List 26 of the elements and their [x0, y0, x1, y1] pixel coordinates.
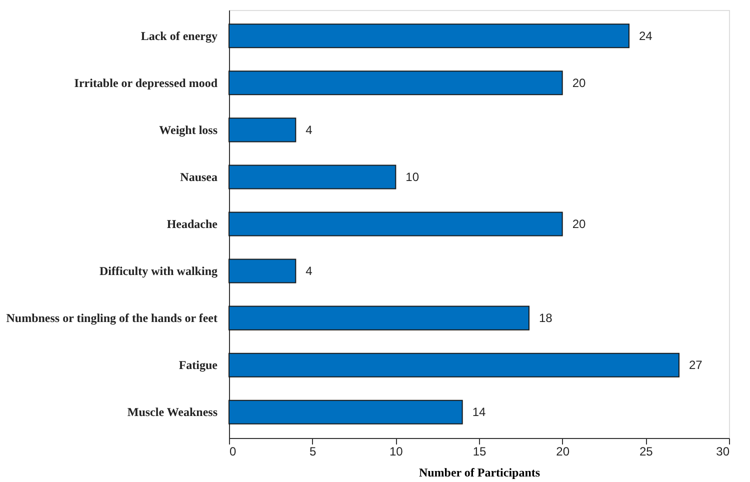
y-tick-label: Nausea	[180, 170, 218, 184]
y-tick-label: Numbness or tingling of the hands or feet	[6, 311, 218, 326]
x-tick-label: 20	[556, 444, 570, 458]
x-tick-label: 0	[230, 444, 236, 458]
data-label: 27	[689, 358, 703, 372]
x-tick-label: 25	[639, 444, 654, 458]
data-label: 14	[472, 405, 486, 420]
data-label: 10	[406, 170, 420, 184]
x-tick-label: 10	[389, 444, 404, 458]
y-tick-label: Fatigue	[178, 358, 218, 372]
data-label: 20	[572, 217, 586, 231]
y-tick-label: Difficulty with walking	[99, 264, 218, 278]
x-tick-label: 30	[716, 444, 730, 458]
y-tick-label: Muscle Weakness	[127, 405, 218, 420]
data-label: 24	[639, 28, 653, 43]
y-tick-label: Irritable or depressed mood	[74, 76, 218, 90]
x-tick-label: 15	[472, 444, 486, 458]
data-label: 4	[306, 264, 313, 278]
data-label: 18	[539, 311, 553, 326]
y-tick-label: Headache	[166, 217, 218, 231]
y-tick-label: Lack of energy	[140, 28, 218, 43]
x-axis-title: Number of Participants	[418, 466, 540, 480]
y-tick-label: Weight loss	[159, 122, 218, 137]
x-tick-label: 5	[309, 444, 316, 458]
data-label: 20	[572, 76, 586, 90]
data-label: 4	[306, 122, 313, 137]
